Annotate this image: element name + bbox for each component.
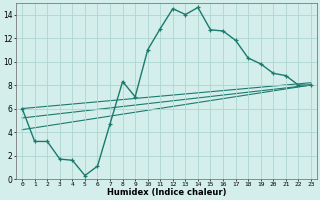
X-axis label: Humidex (Indice chaleur): Humidex (Indice chaleur) — [107, 188, 226, 197]
